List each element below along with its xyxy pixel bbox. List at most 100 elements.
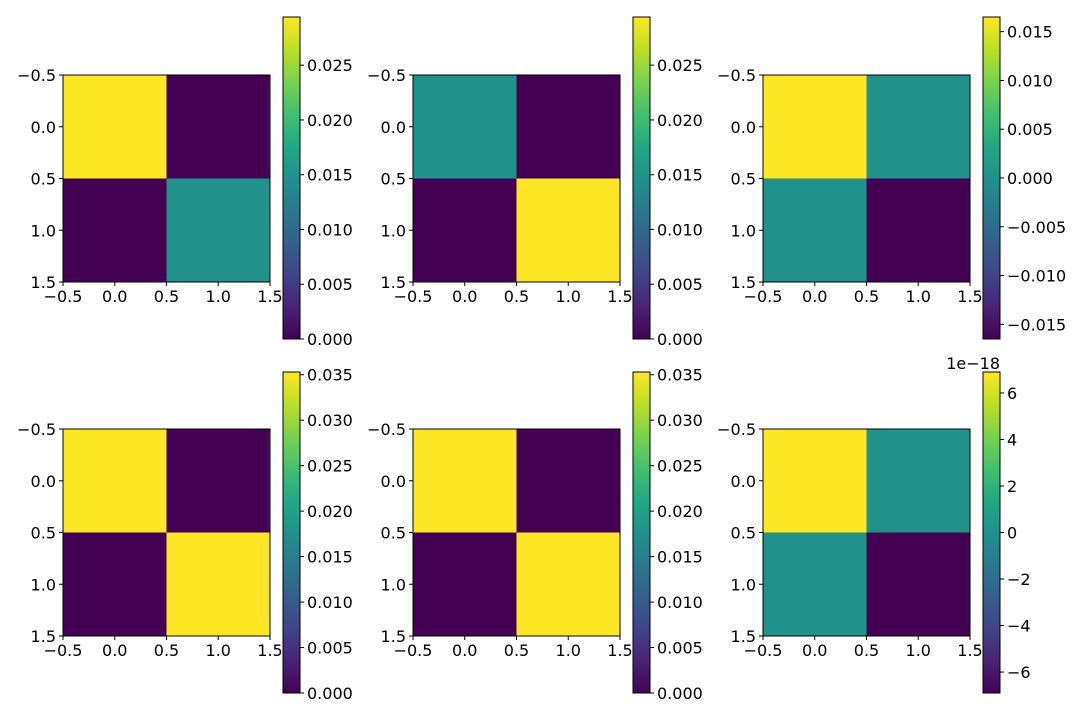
colorbar-tick-label: 0 <box>1007 524 1017 543</box>
heatmap-panel-row-1-col-1: −0.5 0.0 0.5 1.0 1.5−0.50.00.51.01.50.0000.0… <box>17 16 353 349</box>
colorbar-tick-label: 0.005 <box>657 275 703 294</box>
x-tick-label: 0.0 <box>452 641 477 660</box>
colorbar-tick-label: −0.015 <box>1007 315 1066 334</box>
colorbar-tick-label: 0.000 <box>657 684 703 703</box>
x-tick-label: 1.5 <box>257 287 282 306</box>
colorbar-tick-label: 0.010 <box>307 220 353 239</box>
x-tick-label: 0.5 <box>154 641 179 660</box>
heatmap-cell <box>166 532 271 637</box>
y-tick-label: 0.5 <box>31 170 56 189</box>
colorbar-tick-label: 0.025 <box>657 56 703 75</box>
y-tick-label: 0.0 <box>381 118 406 137</box>
x-tick-label: −0.5 <box>394 641 433 660</box>
colorbar-tick-label: 0.025 <box>307 56 353 75</box>
y-tick-label: 0.5 <box>381 524 406 543</box>
colorbar-tick-label: −0.010 <box>1007 267 1066 286</box>
heatmap-panel-row-2-col-2: −0.5 0.0 0.5 1.0 1.5−0.50.00.51.01.50.0000.0… <box>367 366 703 703</box>
x-tick-label: 1.0 <box>206 287 231 306</box>
colorbar-tick-label: 0.015 <box>1007 23 1053 42</box>
colorbar-tick-label: 0.035 <box>657 366 703 385</box>
y-tick-label: 1.5 <box>31 627 56 646</box>
heatmap-cell <box>63 532 167 637</box>
heatmap-cell <box>166 75 271 179</box>
colorbar <box>982 16 1001 340</box>
colorbar-tick-label: 0.010 <box>1007 71 1053 90</box>
x-tick-label: 0.5 <box>504 287 529 306</box>
colorbar-tick-label: 0.030 <box>307 411 353 430</box>
heatmap-cell <box>866 532 971 637</box>
colorbar <box>632 16 651 340</box>
colorbar-tick-label: −2 <box>1007 570 1031 589</box>
y-tick-label: 1.0 <box>31 575 56 594</box>
colorbar-tick-label: 2 <box>1007 477 1017 496</box>
x-tick-label: 1.5 <box>607 287 632 306</box>
y-tick-label: 1.5 <box>381 627 406 646</box>
heatmap-cell <box>63 178 167 283</box>
y-tick-label: 1.0 <box>731 221 756 240</box>
colorbar-tick-label: 0.000 <box>307 330 353 349</box>
colorbar-tick-label: 4 <box>1007 430 1017 449</box>
colorbar-tick-label: 0.020 <box>657 111 703 130</box>
heatmap-panel-row-2-col-1: −0.5 0.0 0.5 1.0 1.5−0.50.00.51.01.50.0000.0… <box>17 366 353 703</box>
y-tick-label: 0.5 <box>731 170 756 189</box>
y-tick-label: −0.5 <box>17 66 56 85</box>
y-tick-label: 0.0 <box>731 118 756 137</box>
y-tick-label: −0.5 <box>367 66 406 85</box>
y-tick-label: 0.5 <box>31 524 56 543</box>
colorbar-tick-label: 0.000 <box>307 684 353 703</box>
x-tick-label: 0.5 <box>154 287 179 306</box>
y-tick-label: 0.0 <box>31 118 56 137</box>
colorbar <box>632 371 651 694</box>
colorbar-tick-label: 0.005 <box>1007 120 1053 139</box>
y-tick-label: 0.0 <box>381 472 406 491</box>
x-tick-label: 1.0 <box>206 641 231 660</box>
x-tick-label: −0.5 <box>394 287 433 306</box>
y-tick-label: 0.5 <box>731 524 756 543</box>
x-tick-label: 1.5 <box>607 641 632 660</box>
colorbar-tick-label: 0.015 <box>657 166 703 185</box>
x-tick-label: 1.0 <box>556 287 581 306</box>
x-tick-label: 0.0 <box>102 287 127 306</box>
heatmap-cell <box>413 532 517 637</box>
colorbar-tick-label: 0.000 <box>657 330 703 349</box>
colorbar-tick-label: 0.030 <box>657 411 703 430</box>
y-tick-label: 1.0 <box>31 221 56 240</box>
x-tick-label: 0.5 <box>854 287 879 306</box>
heatmap-cell <box>63 429 167 533</box>
colorbar-tick-label: 0.015 <box>657 548 703 567</box>
colorbar-tick-label: 0.020 <box>307 111 353 130</box>
x-tick-label: 1.5 <box>257 641 282 660</box>
heatmap-panel-row-1-col-3: −0.5 0.0 0.5 1.0 1.5−0.50.00.51.01.5−0.015−0… <box>717 16 1066 340</box>
x-tick-label: 0.0 <box>802 641 827 660</box>
heatmap-panel-row-1-col-2: −0.5 0.0 0.5 1.0 1.5−0.50.00.51.01.50.0000.0… <box>367 16 703 349</box>
heatmap-cell <box>516 429 621 533</box>
colorbar-tick-label: −4 <box>1007 617 1031 636</box>
x-tick-label: 1.0 <box>906 287 931 306</box>
heatmap-cell <box>866 178 971 283</box>
x-tick-label: 1.0 <box>906 641 931 660</box>
colorbar-tick-label: 0.010 <box>657 593 703 612</box>
heatmap-panel-row-2-col-3: −0.5 0.0 0.5 1.0 1.5−0.50.00.51.01.5−6−4−202… <box>717 354 1031 694</box>
colorbar-tick-label: 0.010 <box>307 593 353 612</box>
heatmap-cell <box>516 532 621 637</box>
y-tick-label: 1.5 <box>731 627 756 646</box>
colorbar-tick-label: 0.005 <box>307 275 353 294</box>
y-tick-label: 0.5 <box>381 170 406 189</box>
heatmap-cell <box>763 75 867 179</box>
y-tick-label: 1.0 <box>381 575 406 594</box>
heatmap-cell <box>763 178 867 283</box>
heatmap-cell <box>166 178 271 283</box>
x-tick-label: 0.0 <box>102 641 127 660</box>
x-tick-label: 0.5 <box>854 641 879 660</box>
colorbar-tick-label: 0.025 <box>657 457 703 476</box>
y-tick-label: 1.5 <box>731 273 756 292</box>
colorbar-tick-label: 0.005 <box>307 639 353 658</box>
x-tick-label: 0.0 <box>802 287 827 306</box>
x-tick-label: 1.0 <box>556 641 581 660</box>
x-tick-label: 1.5 <box>957 287 982 306</box>
colorbar <box>282 371 301 694</box>
heatmap-cell <box>516 178 621 283</box>
heatmap-cell <box>413 429 517 533</box>
heatmap-cell <box>413 75 517 179</box>
